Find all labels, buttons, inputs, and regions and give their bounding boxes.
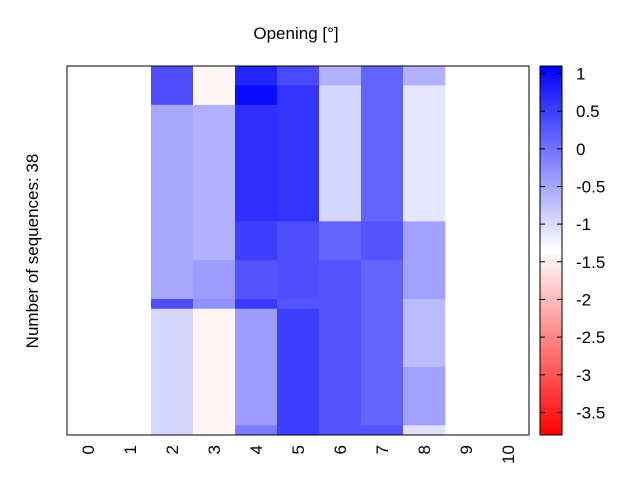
heatmap-cell	[235, 299, 278, 310]
heatmap-cell	[403, 425, 446, 436]
heatmap-cell	[235, 260, 278, 300]
heatmap-cell	[277, 66, 320, 86]
heatmap-cells	[151, 66, 446, 436]
x-tick-label: 3	[205, 445, 224, 454]
colorbar-tick-label: -0.5	[576, 178, 605, 197]
colorbar-tick-label: -1.5	[576, 253, 605, 272]
heatmap-cell	[319, 221, 362, 261]
heatmap-cell	[403, 299, 446, 368]
heatmap-cell	[277, 221, 320, 300]
heatmap-cell	[403, 221, 446, 300]
colorbar-tick-label: 0	[576, 140, 585, 159]
heatmap-cell	[193, 308, 236, 436]
heatmap-cell	[277, 85, 320, 106]
colorbar-tick-label: -1	[576, 215, 591, 234]
heatmap-cell	[151, 104, 194, 300]
heatmap-cell	[235, 308, 278, 426]
colorbar-tick-label: -2	[576, 290, 591, 309]
heatmap-cell	[361, 425, 404, 436]
heatmap-cell	[319, 66, 362, 86]
heatmap-cell	[403, 66, 446, 86]
heatmap-cell	[193, 260, 236, 300]
x-tick-label: 0	[79, 445, 98, 454]
x-tick-label: 10	[499, 445, 518, 464]
chart-title: Opening [°]	[253, 24, 338, 43]
heatmap-cell	[235, 104, 278, 222]
heatmap-cell	[235, 85, 278, 106]
y-axis-label: Number of sequences: 38	[23, 154, 42, 349]
heatmap-cell	[361, 260, 404, 426]
x-tick-label: 5	[289, 445, 308, 454]
heatmap-cell	[319, 85, 362, 222]
heatmap-cell	[151, 66, 194, 106]
colorbar-tick-label: -3.5	[576, 403, 605, 422]
heatmap-cell	[235, 66, 278, 86]
heatmap-cell	[361, 221, 404, 261]
x-tick-label: 2	[163, 445, 182, 454]
heatmap-cell	[403, 85, 446, 222]
heatmap-cell	[151, 299, 194, 310]
x-tick-label: 8	[415, 445, 434, 454]
heatmap-cell	[193, 66, 236, 106]
heatmap-cell	[277, 308, 320, 436]
plot-frame	[66, 65, 530, 436]
x-axis-ticks: 0 1 2 3 4 5 6 7 8 9 10	[79, 445, 518, 464]
colorbar	[539, 65, 563, 436]
colorbar-ticks: 1 0.5 0 -0.5 -1 -1.5 -2 -2.5 -3 -3.5	[540, 65, 605, 422]
x-tick-label: 6	[331, 445, 350, 454]
colorbar-tick-label: -2.5	[576, 328, 605, 347]
x-tick-label: 1	[121, 445, 140, 454]
heatmap-cell	[361, 66, 404, 222]
heatmap-cell	[193, 299, 236, 310]
heatmap-cell	[235, 425, 278, 436]
heatmap-cell	[193, 104, 236, 261]
heatmap-cell	[403, 367, 446, 426]
x-tick-label: 9	[457, 445, 476, 454]
x-tick-label: 7	[373, 445, 392, 454]
colorbar-tick-label: 1	[576, 65, 585, 84]
colorbar-tick-label: 0.5	[576, 102, 600, 121]
colorbar-tick-label: -3	[576, 366, 591, 385]
heatmap-cell	[319, 260, 362, 436]
heatmap-cell	[277, 299, 320, 310]
heatmap-cell	[235, 221, 278, 261]
heatmap-cell	[277, 104, 320, 222]
heatmap-cell	[151, 308, 194, 436]
x-tick-label: 4	[247, 445, 266, 454]
